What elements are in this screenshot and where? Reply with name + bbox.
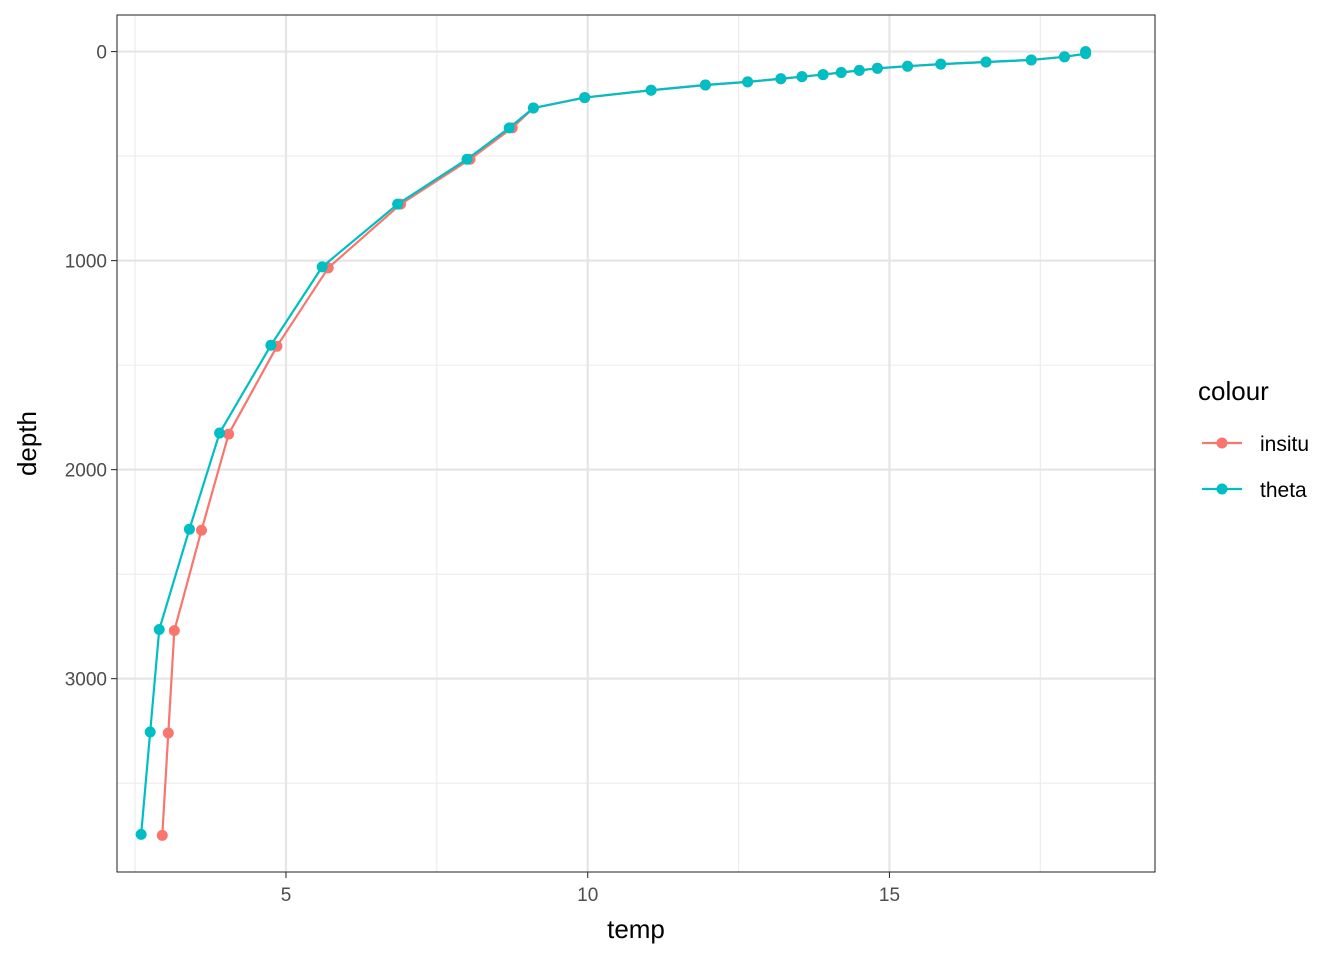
y-axis-title: depth [12,411,42,476]
data-point-theta [980,56,992,68]
legend-key-point [1216,437,1228,449]
data-point-theta [871,62,883,74]
data-point-theta [183,523,195,535]
legend-item-theta: theta [1202,479,1307,502]
data-point-theta [265,339,277,351]
x-tick-label: 10 [577,885,598,906]
legend-item-insitu: insitu [1202,433,1309,456]
major-gridlines [117,15,1155,872]
legend: colour insitu theta [1198,376,1309,502]
data-point-theta [902,60,914,72]
data-point-theta [1058,51,1070,63]
data-point-theta [144,726,156,738]
legend-key-point [1216,483,1228,495]
data-point-theta [214,427,226,439]
data-point-theta [835,66,847,78]
series-line-theta [140,51,1087,835]
y-tick-label: 2000 [65,461,107,482]
data-point-insitu [162,727,174,739]
y-tick-label: 1000 [65,252,107,273]
panel-border [116,14,1156,873]
data-point-theta [699,79,711,91]
data-point-theta [817,69,829,81]
data-point-theta [135,828,147,840]
data-point-theta [796,71,808,83]
data-point-theta [742,76,754,88]
x-tick-label: 15 [879,885,900,906]
series-layer [135,46,1092,841]
data-point-theta [1080,48,1092,60]
series-theta [135,46,1092,840]
y-tick-label: 0 [96,43,107,64]
data-point-theta [503,122,515,134]
axes-layer: 5 10 15 0 1000 2000 3000 [65,43,900,906]
legend-label: theta [1260,479,1307,502]
data-point-insitu [156,829,168,841]
data-point-theta [935,58,947,70]
data-point-theta [392,198,404,210]
data-point-theta [853,64,865,76]
data-point-theta [527,102,539,114]
data-point-insitu [195,524,207,536]
x-axis-title: temp [607,914,665,944]
data-point-theta [461,153,473,165]
data-point-theta [1025,54,1037,66]
data-point-theta [579,92,591,104]
data-point-insitu [223,428,235,440]
series-insitu [156,46,1092,841]
data-point-insitu [168,625,180,637]
data-point-theta [153,624,165,636]
data-point-theta [645,84,657,96]
series-line-insitu [161,51,1087,836]
y-tick-label: 3000 [65,670,107,691]
data-point-theta [316,261,328,273]
x-tick-label: 5 [281,885,292,906]
data-point-theta [775,73,787,85]
minor-gridlines [117,15,1155,872]
legend-label: insitu [1260,433,1309,456]
legend-title: colour [1198,376,1269,406]
